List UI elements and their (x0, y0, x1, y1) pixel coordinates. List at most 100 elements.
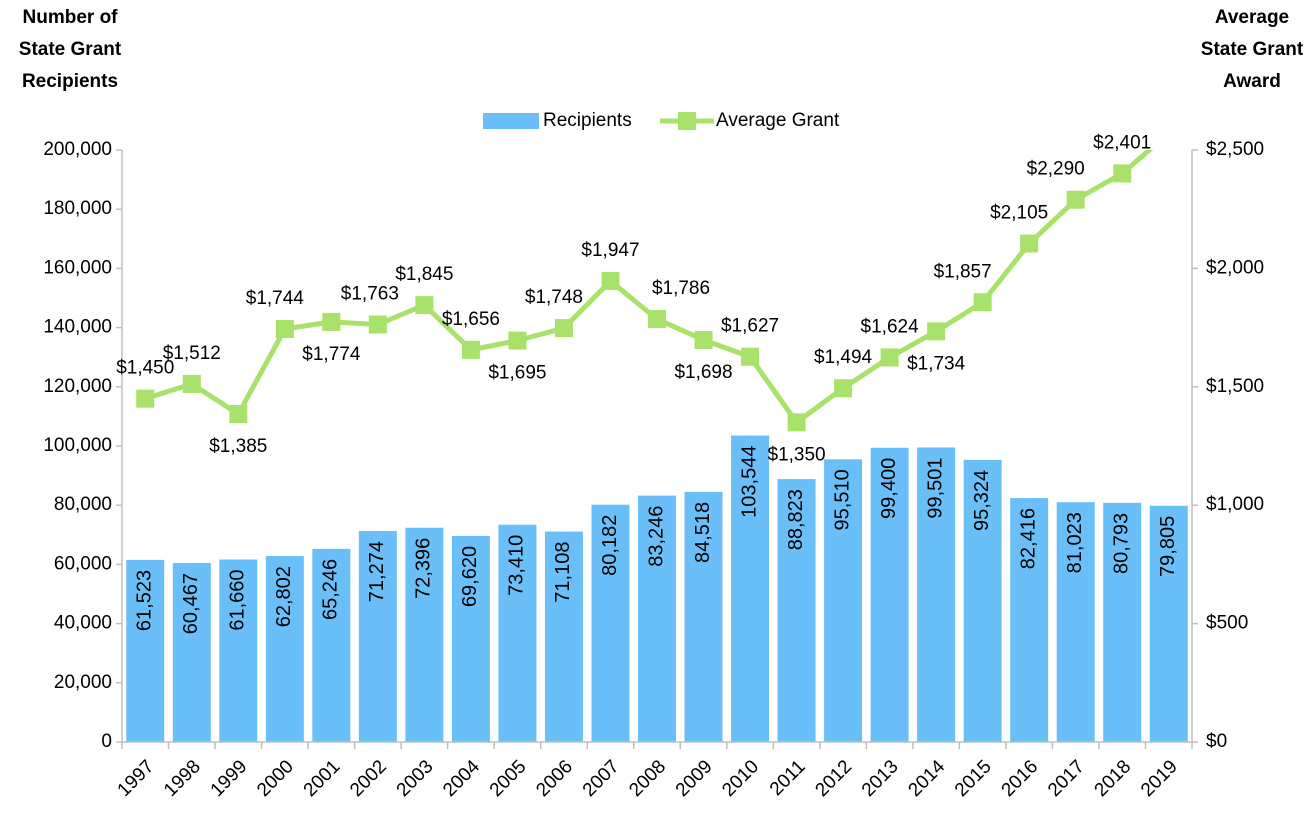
y-tick-label: 40,000 (54, 613, 112, 634)
y2-axis-title: Award (1223, 71, 1281, 92)
line-value-label: $1,450 (116, 358, 174, 379)
bar (1056, 502, 1095, 742)
line-value-label: $1,695 (488, 363, 546, 384)
bar-value-label: 72,396 (413, 538, 435, 599)
line-value-label: $1,734 (907, 353, 966, 374)
bar-value-label: 99,400 (878, 458, 900, 519)
bar (824, 459, 863, 742)
line-value-label: $1,698 (674, 362, 732, 383)
bar-value-label: 61,660 (227, 569, 249, 630)
bar-value-label: 69,620 (459, 546, 481, 607)
bar (684, 491, 723, 742)
y-axis-title: State Grant (19, 39, 122, 60)
x-tick-label: 2015 (951, 756, 996, 801)
line-marker (694, 330, 713, 349)
bar (731, 435, 770, 742)
x-tick-label: 2000 (253, 756, 298, 801)
y-tick-label: 60,000 (54, 553, 112, 574)
line-marker (229, 405, 248, 424)
y2-tick-label: $1,000 (1206, 494, 1264, 515)
y-tick-label: 0 (101, 731, 112, 752)
bar (265, 556, 304, 742)
bar-value-label: 79,805 (1157, 516, 1179, 577)
bar-value-label: 81,023 (1064, 512, 1086, 573)
legend-label: Recipients (543, 110, 632, 131)
line-value-label: $1,786 (652, 278, 710, 299)
x-tick-label: 1998 (160, 756, 205, 801)
x-tick-label: 2001 (300, 756, 345, 801)
line-value-label: $2,290 (1027, 159, 1085, 180)
line-marker (741, 347, 760, 366)
bar (917, 447, 956, 742)
y2-tick-label: $1,500 (1206, 376, 1264, 397)
line-value-label: $1,748 (525, 287, 583, 308)
y2-tick-label: $0 (1206, 731, 1227, 752)
y-tick-label: 20,000 (54, 672, 112, 693)
line-marker (927, 322, 946, 341)
bar (126, 559, 165, 742)
bar-value-label: 65,246 (320, 559, 342, 620)
line-marker (368, 315, 387, 334)
bar-value-label: 103,544 (738, 446, 760, 518)
line-value-label: $1,744 (246, 288, 305, 309)
line-marker (1113, 164, 1132, 183)
bar-value-label: 62,802 (273, 566, 295, 627)
bar-value-label: 61,523 (134, 570, 156, 631)
bar-value-label: 80,793 (1110, 513, 1132, 574)
legend-swatch (483, 113, 539, 129)
line-marker (461, 340, 480, 359)
line-value-label: $1,845 (395, 264, 453, 285)
bar (358, 531, 397, 742)
line-value-label: $1,774 (302, 344, 361, 365)
x-tick-label: 2008 (625, 756, 670, 801)
line-marker (508, 331, 527, 350)
bar (870, 447, 909, 742)
x-tick-label: 2007 (579, 756, 624, 801)
x-tick-label: 2011 (766, 756, 810, 800)
line-value-label: $1,494 (814, 347, 873, 368)
line-value-label: $1,627 (721, 316, 779, 337)
line-marker (834, 379, 853, 398)
x-tick-label: 2018 (1091, 756, 1136, 801)
x-tick-label: 2017 (1044, 756, 1089, 801)
y-tick-label: 180,000 (43, 198, 112, 219)
y-axis-title: Recipients (22, 71, 118, 92)
line-value-label: $1,857 (934, 261, 992, 282)
line-marker (787, 413, 806, 432)
bar (544, 531, 583, 742)
line-value-label: $2,401 (1093, 132, 1151, 153)
bar (172, 563, 211, 742)
line-value-label: $1,656 (442, 309, 500, 330)
line-marker (1066, 190, 1085, 209)
line-marker (973, 293, 992, 312)
line-marker (648, 310, 666, 329)
bar (1010, 498, 1049, 742)
bar (777, 479, 816, 742)
line-marker (1160, 124, 1178, 142)
bar-value-label: 60,467 (180, 573, 202, 634)
y2-tick-label: $500 (1206, 613, 1248, 634)
bar (219, 559, 258, 742)
x-tick-label: 2002 (346, 756, 391, 801)
x-tick-label: 2003 (393, 756, 438, 801)
line-value-label: $1,512 (163, 343, 221, 364)
line-group (136, 124, 1178, 432)
bar-value-label: 71,108 (552, 542, 574, 603)
bar (498, 524, 537, 742)
legend-label: Average Grant (716, 110, 840, 131)
legend-marker (678, 112, 696, 130)
line-value-label: $1,385 (209, 436, 267, 457)
bar (1149, 505, 1188, 742)
x-tick-label: 2012 (811, 756, 856, 801)
line-value-label: $2,105 (990, 203, 1048, 224)
y-tick-label: 80,000 (54, 494, 112, 515)
x-tick-label: 2005 (486, 756, 531, 801)
bar-value-label: 84,518 (692, 502, 714, 563)
line-value-label: $1,350 (768, 444, 826, 465)
x-tick-label: 2013 (858, 756, 903, 801)
bar (963, 459, 1002, 742)
bar (591, 504, 630, 742)
x-tick-label: 1999 (207, 756, 252, 801)
bar-value-label: 99,501 (924, 457, 946, 518)
